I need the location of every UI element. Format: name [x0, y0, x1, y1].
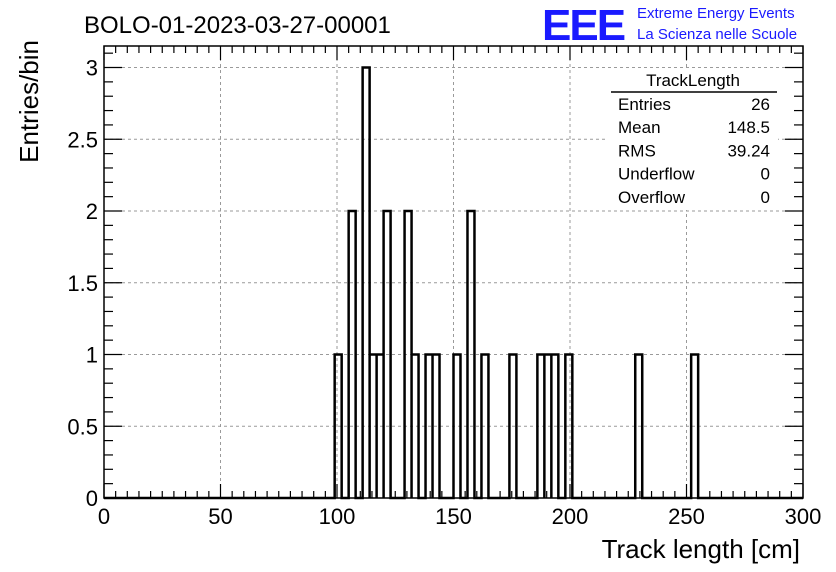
- logo-line-1: Extreme Energy Events: [637, 5, 795, 22]
- chart-title: BOLO-01-2023-03-27-00001: [84, 12, 391, 39]
- x-tick-label: 200: [552, 504, 589, 529]
- stats-row-label: Mean: [618, 118, 661, 137]
- stats-box: TrackLength Entries 26 Mean 148.5 RMS 39.24 Un…: [608, 68, 778, 210]
- stats-row-value: 148.5: [727, 118, 770, 137]
- stats-row-value: 0: [761, 188, 770, 207]
- stats-title: TrackLength: [646, 71, 740, 90]
- stats-rows: Entries 26 Mean 148.5 RMS 39.24 Underflow 0 Over…: [618, 95, 770, 207]
- y-tick-label: 2.5: [67, 127, 98, 152]
- stats-row-label: Overflow: [618, 188, 686, 207]
- y-tick-label: 0: [86, 486, 98, 511]
- eee-logo: EEE Extreme Energy Events La Scienza nel…: [542, 1, 797, 50]
- y-tick-label: 2: [86, 199, 98, 224]
- stats-row-label: RMS: [618, 141, 656, 160]
- stats-row-value: 26: [751, 95, 770, 114]
- x-tick-label: 50: [208, 504, 232, 529]
- y-tick-label: 1: [86, 343, 98, 368]
- stats-row-value: 39.24: [727, 141, 770, 160]
- y-tick-label: 3: [86, 56, 98, 81]
- stats-row-value: 0: [761, 165, 770, 184]
- stats-row-label: Underflow: [618, 165, 695, 184]
- x-axis-title: Track length [cm]: [602, 534, 800, 564]
- logo-line-2: La Scienza nelle Scuole: [637, 26, 797, 43]
- x-tick-label: 100: [319, 504, 356, 529]
- grid-lines: [104, 46, 803, 498]
- x-tick-label: 250: [668, 504, 705, 529]
- x-tick-label: 150: [435, 504, 472, 529]
- y-tick-label: 1.5: [67, 271, 98, 296]
- stats-row-label: Entries: [618, 95, 671, 114]
- axes: 0 50 100 150 200 250 300 0 0.5 1 1.5 2 2.5 3: [67, 45, 822, 529]
- y-tick-label: 0.5: [67, 414, 98, 439]
- x-tick-label: 0: [98, 504, 110, 529]
- logo-mark: EEE: [542, 1, 625, 50]
- x-tick-label: 300: [785, 504, 822, 529]
- y-axis-title: Entries/bin: [14, 40, 44, 163]
